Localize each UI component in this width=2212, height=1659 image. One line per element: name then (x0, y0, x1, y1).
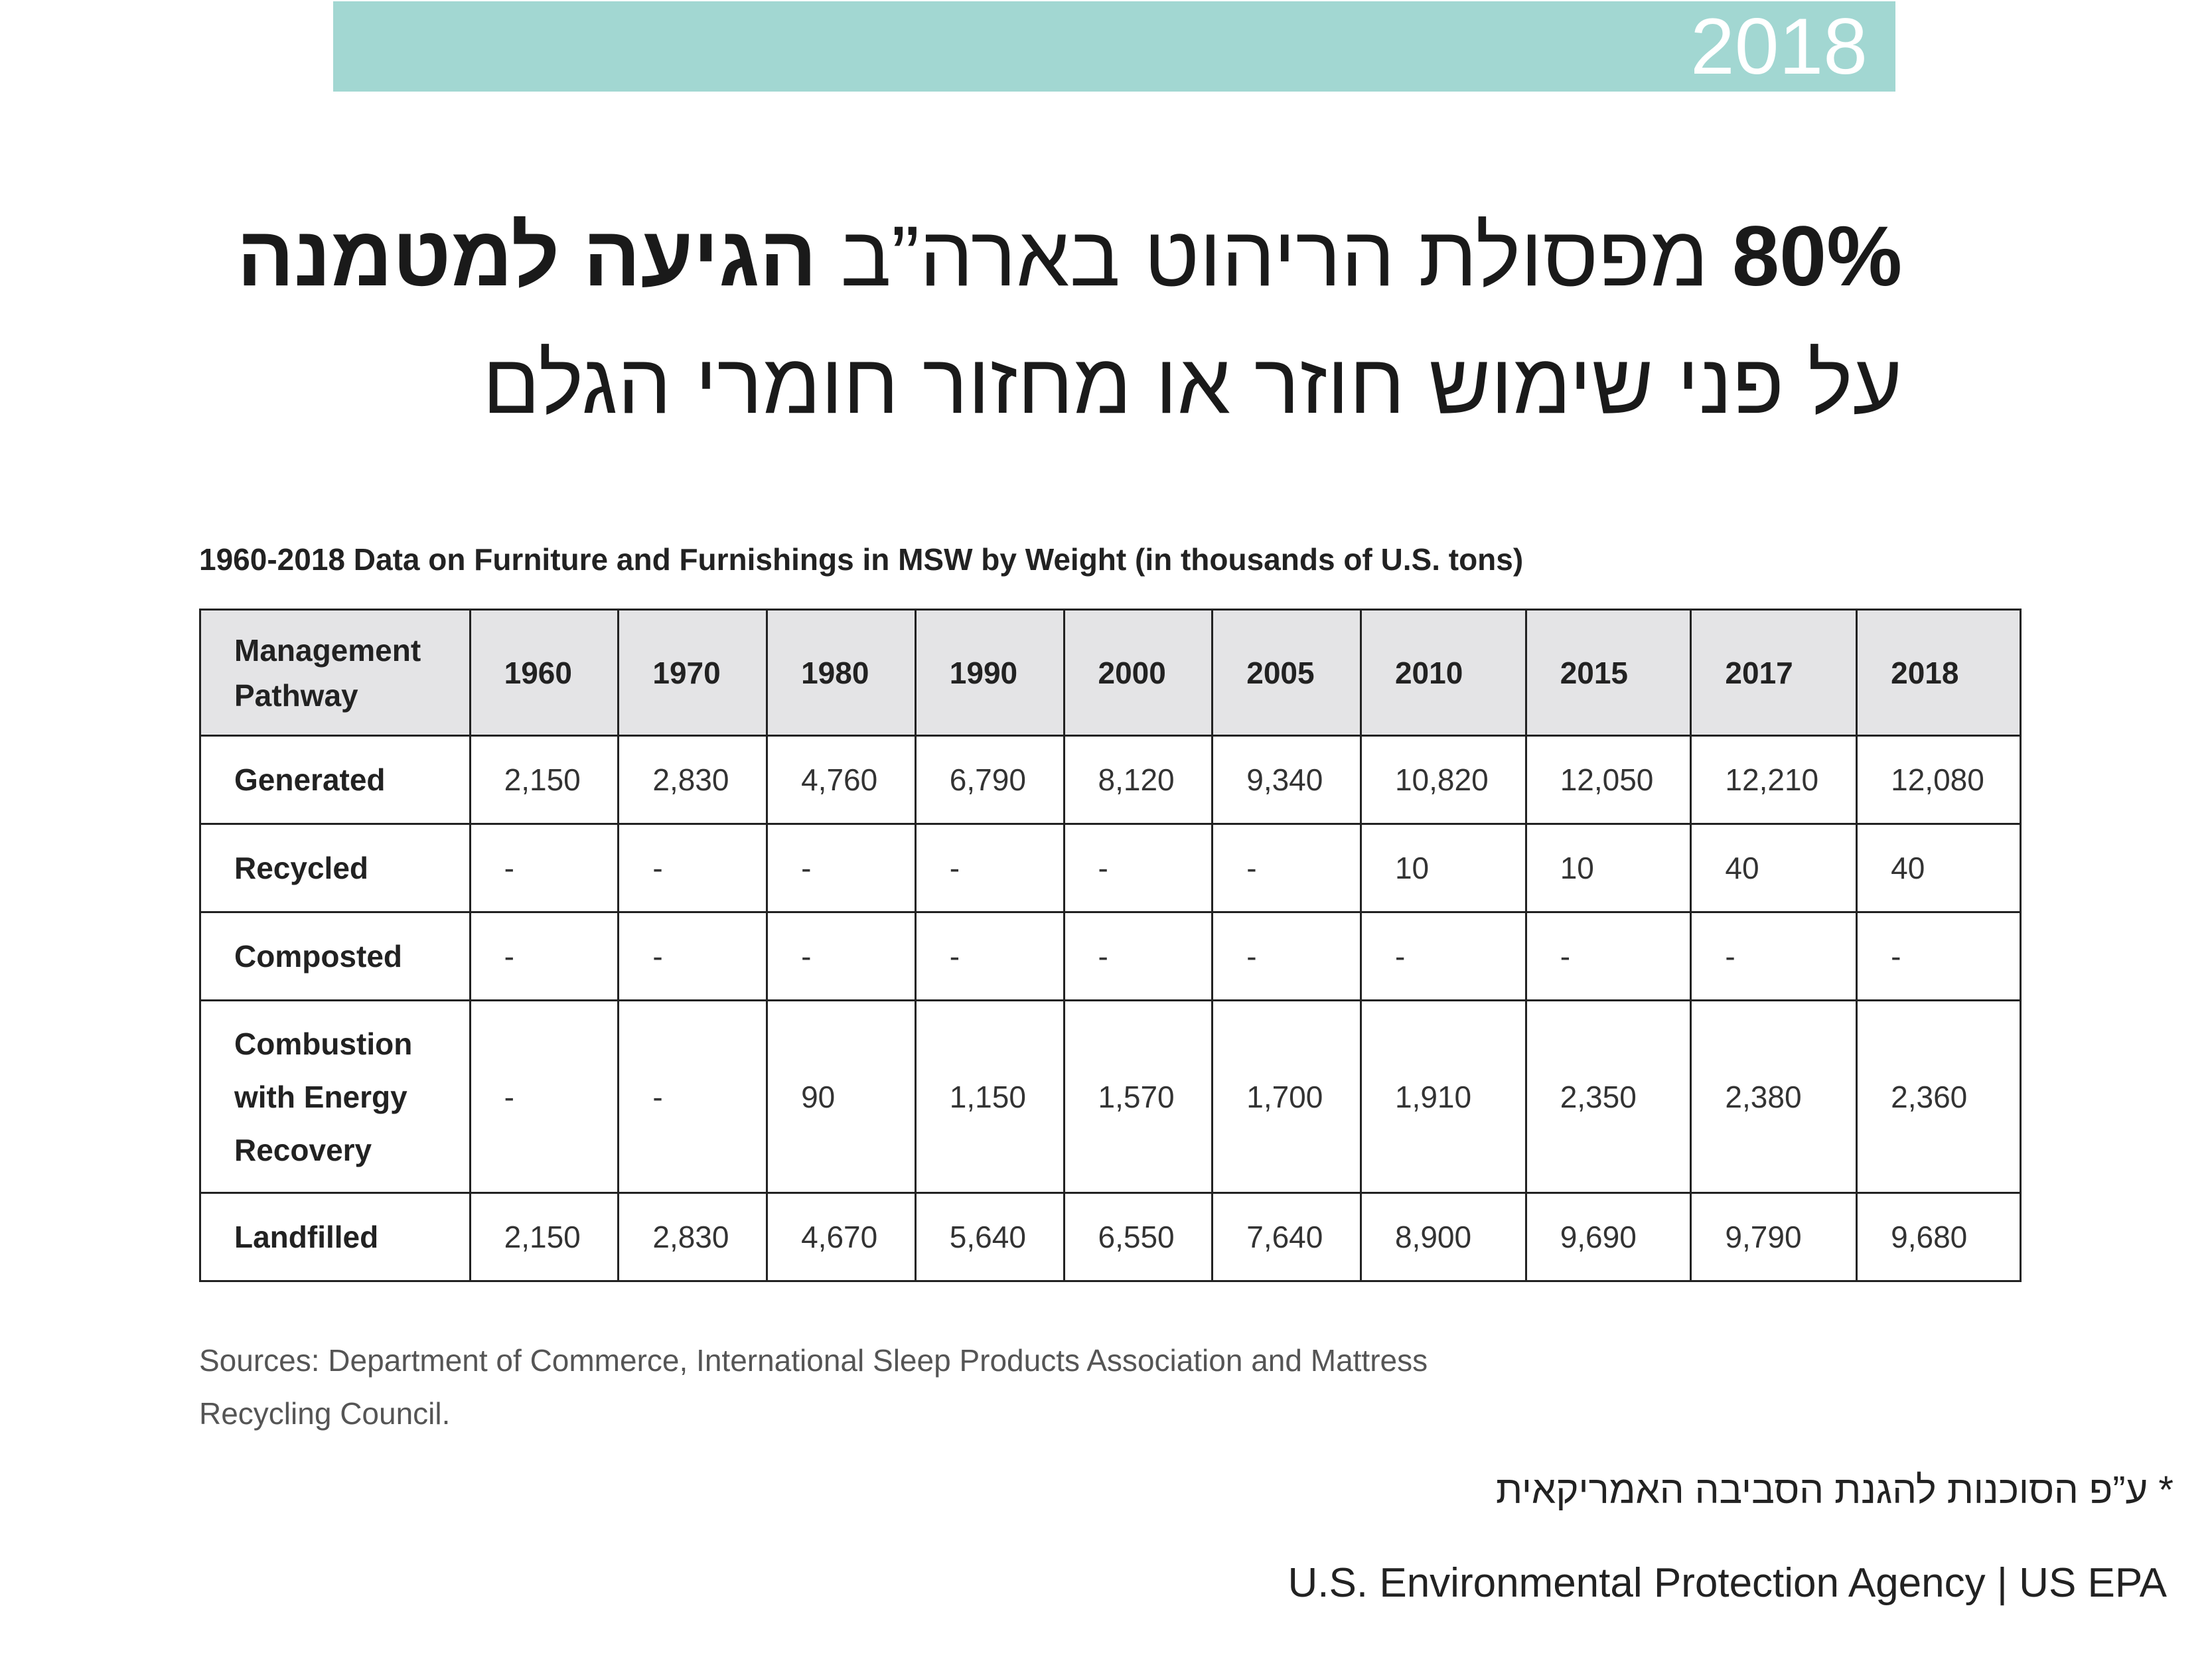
footnote-english: U.S. Environmental Protection Agency | U… (1288, 1560, 2167, 1606)
table-cell: 12,050 (1524, 735, 1692, 825)
row-label: Landfilled (199, 1192, 471, 1282)
table-cell: 9,340 (1211, 735, 1362, 825)
table-cell: 1,910 (1359, 999, 1527, 1194)
table-cell: - (1856, 911, 2022, 1001)
header-year: 2000 (1063, 609, 1214, 737)
table-cell: 2,150 (469, 1192, 620, 1282)
table-cell: - (469, 823, 620, 913)
table-cell: 8,120 (1063, 735, 1214, 825)
table-cell: 6,790 (914, 735, 1065, 825)
table-cell: - (617, 999, 769, 1194)
row-label: Combustion with Energy Recovery (199, 999, 471, 1194)
table-cell: 8,900 (1359, 1192, 1527, 1282)
table-cell: - (914, 911, 1065, 1001)
headline-emphasis: הגיעה למטמנה (236, 209, 817, 304)
table-cell: 2,150 (469, 735, 620, 825)
table-cell: - (766, 823, 917, 913)
table-cell: 12,210 (1690, 735, 1858, 825)
row-label-line-1: Combustion (234, 1026, 413, 1061)
table-row-recycled: Recycled - - - - - - 10 10 40 40 (199, 823, 2022, 913)
table-cell: 10,820 (1359, 735, 1527, 825)
row-label-line-3: Recovery (234, 1132, 372, 1167)
year-banner: 2018 (333, 1, 1895, 92)
table-cell: 2,830 (617, 735, 769, 825)
row-label: Generated (199, 735, 471, 825)
header-pathway-line-1: Management (234, 632, 421, 668)
row-label: Recycled (199, 823, 471, 913)
table-cell: 40 (1856, 823, 2022, 913)
table-cell: 5,640 (914, 1192, 1065, 1282)
table-cell: 1,150 (914, 999, 1065, 1194)
table-cell: 2,380 (1690, 999, 1858, 1194)
sources-line-2: Recycling Council. (199, 1396, 451, 1431)
table-cell: 90 (766, 999, 917, 1194)
table-row-composted: Composted - - - - - - - - - - (199, 911, 2022, 1001)
table-cell: - (1359, 911, 1527, 1001)
header-year: 2005 (1211, 609, 1362, 737)
table-cell: - (617, 911, 769, 1001)
table-cell: 9,790 (1690, 1192, 1858, 1282)
row-label: Composted (199, 911, 471, 1001)
table-cell: - (469, 999, 620, 1194)
table-cell: - (1690, 911, 1858, 1001)
footnote-hebrew: * ע”פ הסוכנות להגנת הסביבה האמריקאית (1495, 1469, 2174, 1512)
header-year: 1990 (914, 609, 1065, 737)
header-management-pathway: Management Pathway (199, 609, 471, 737)
header-year: 2010 (1359, 609, 1527, 737)
header-year: 2017 (1690, 609, 1858, 737)
table-cell: 40 (1690, 823, 1858, 913)
table-sources: Sources: Department of Commerce, Interna… (199, 1334, 1593, 1440)
table-row-generated: Generated 2,150 2,830 4,760 6,790 8,120 … (199, 735, 2022, 825)
banner-year: 2018 (1690, 2, 1868, 91)
table-cell: - (914, 823, 1065, 913)
table-header-row: Management Pathway 1960 1970 1980 1990 20… (199, 609, 2022, 737)
headline-middle: מפסולת הריהוט בארה”ב (816, 209, 1732, 304)
sources-line-1: Sources: Department of Commerce, Interna… (199, 1343, 1428, 1378)
table-cell: 10 (1359, 823, 1527, 913)
table-cell: - (1063, 911, 1214, 1001)
header-year: 1970 (617, 609, 769, 737)
table-cell: 12,080 (1856, 735, 2022, 825)
table-title: 1960-2018 Data on Furniture and Furnishi… (199, 542, 1524, 577)
table-cell: 9,680 (1856, 1192, 2022, 1282)
table-cell: - (469, 911, 620, 1001)
headline-line-1: 80% מפסולת הריהוט בארה”ב הגיעה למטמנה (237, 207, 1902, 307)
row-label-line-2: with Energy (234, 1079, 407, 1114)
table-cell: - (1063, 823, 1214, 913)
table-cell: - (1211, 911, 1362, 1001)
table-cell: 2,350 (1524, 999, 1692, 1194)
table-row-landfilled: Landfilled 2,150 2,830 4,670 5,640 6,550… (199, 1192, 2022, 1282)
table-cell: 10 (1524, 823, 1692, 913)
headline-percent: 80% (1732, 209, 1902, 304)
msw-data-table: Management Pathway 1960 1970 1980 1990 20… (199, 609, 2022, 1282)
table-cell: - (617, 823, 769, 913)
table-cell: 2,360 (1856, 999, 2022, 1194)
table-cell: - (766, 911, 917, 1001)
header-pathway-line-2: Pathway (234, 678, 358, 713)
header-year: 2015 (1524, 609, 1692, 737)
table-cell: 1,570 (1063, 999, 1214, 1194)
header-year: 1980 (766, 609, 917, 737)
header-year: 2018 (1856, 609, 2022, 737)
table-cell: 9,690 (1524, 1192, 1692, 1282)
table-cell: 4,760 (766, 735, 917, 825)
header-year: 1960 (469, 609, 620, 737)
table-cell: 7,640 (1211, 1192, 1362, 1282)
table-cell: 1,700 (1211, 999, 1362, 1194)
headline-line-2: על פני שימוש חוזר או מחזור חומרי הגלם (482, 336, 1902, 431)
table-row-combustion: Combustion with Energy Recovery - - 90 1,1… (199, 999, 2022, 1194)
table-cell: 2,830 (617, 1192, 769, 1282)
table-cell: 6,550 (1063, 1192, 1214, 1282)
table-cell: - (1524, 911, 1692, 1001)
table-cell: 4,670 (766, 1192, 917, 1282)
table-cell: - (1211, 823, 1362, 913)
